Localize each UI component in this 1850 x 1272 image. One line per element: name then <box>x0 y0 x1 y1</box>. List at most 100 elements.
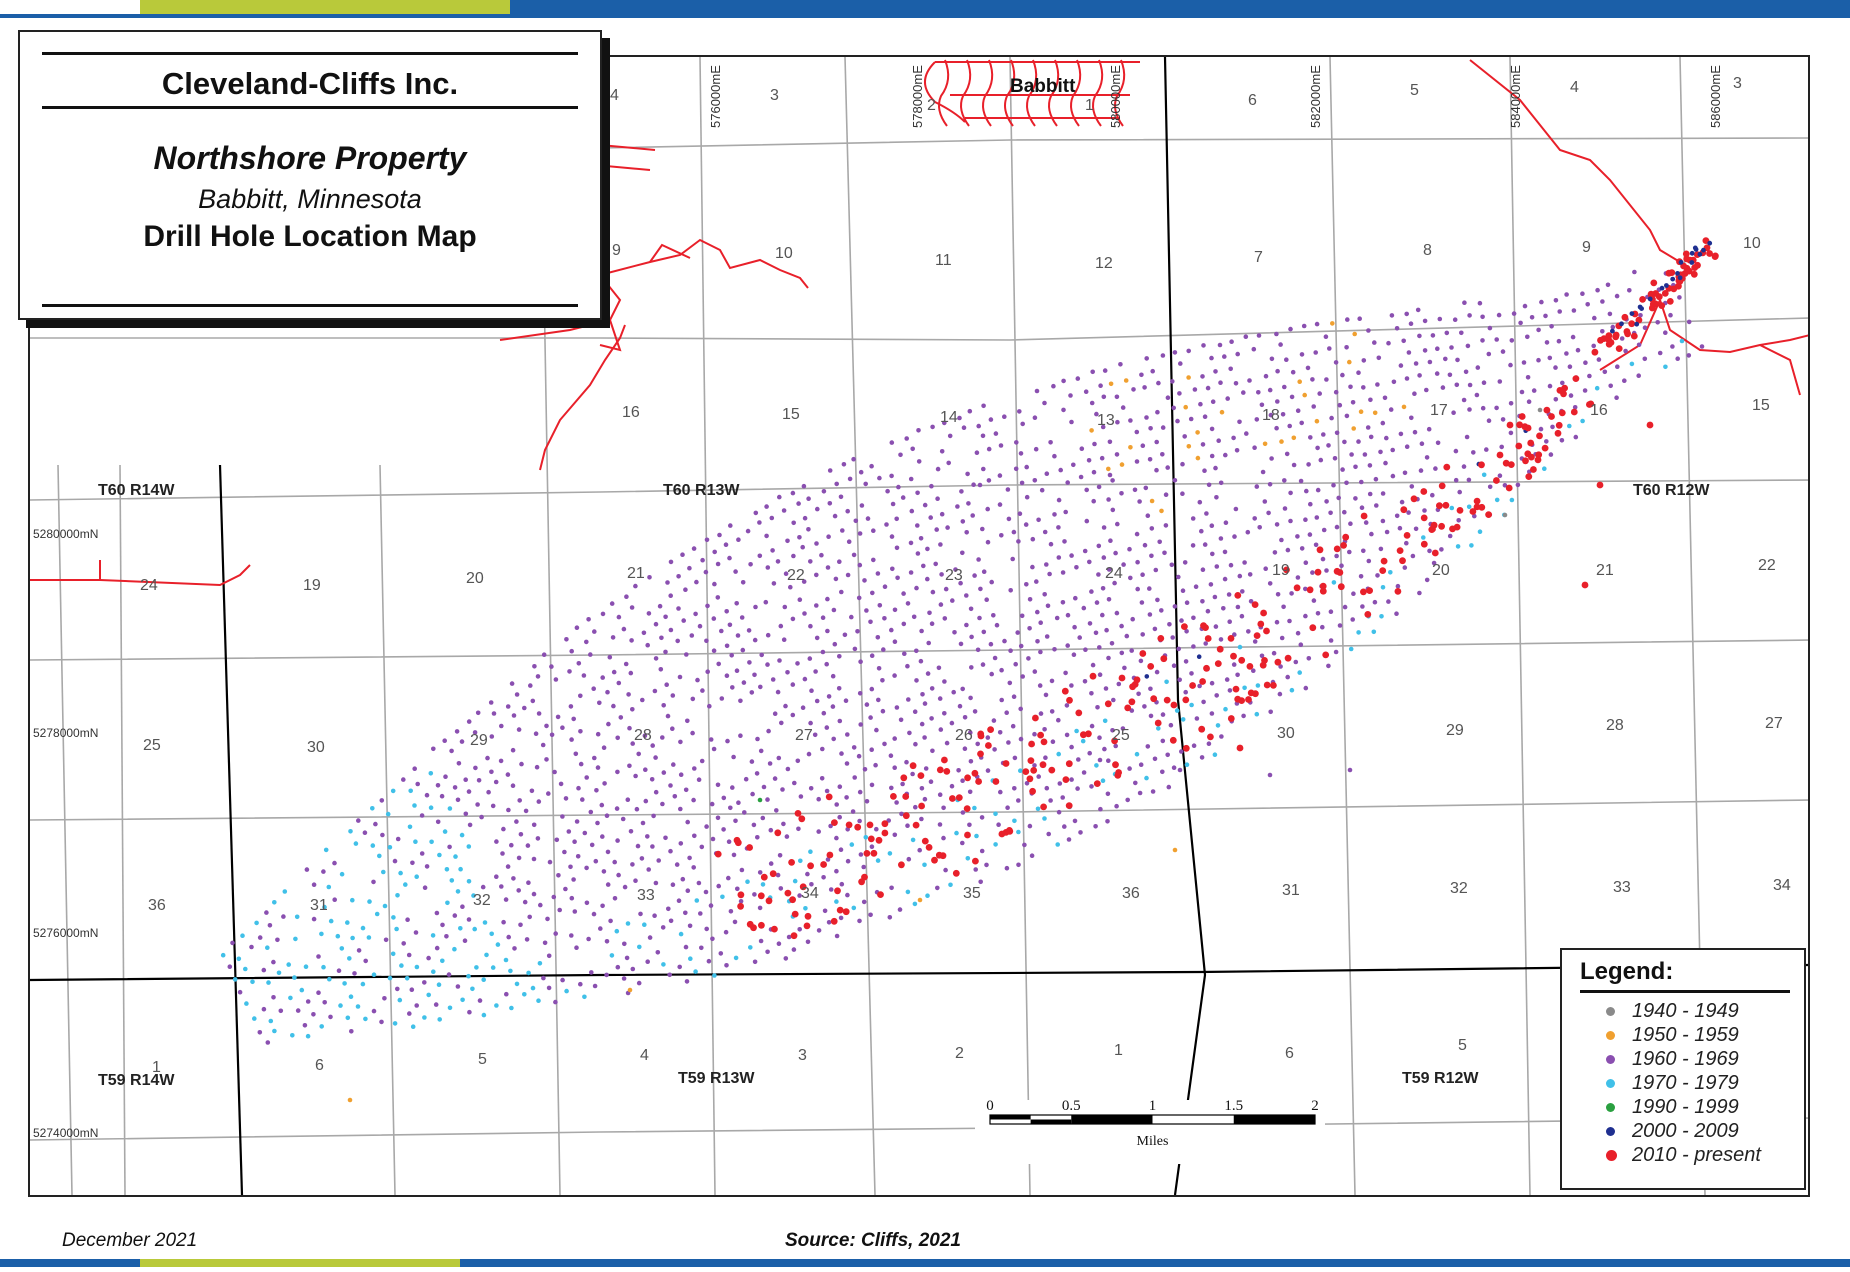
drill-hole[interactable] <box>819 776 825 781</box>
drill-hole[interactable] <box>1128 698 1136 706</box>
drill-hole[interactable] <box>472 730 478 735</box>
drill-hole[interactable] <box>1454 382 1460 388</box>
drill-hole[interactable] <box>646 611 652 616</box>
drill-hole[interactable] <box>595 820 600 826</box>
drill-hole[interactable] <box>1097 645 1102 650</box>
drill-hole[interactable] <box>1197 683 1202 689</box>
drill-hole[interactable] <box>725 738 730 744</box>
drill-hole[interactable] <box>885 488 890 494</box>
drill-hole[interactable] <box>391 915 396 920</box>
drill-hole[interactable] <box>769 515 775 521</box>
drill-hole[interactable] <box>858 659 863 664</box>
drill-hole[interactable] <box>1347 359 1352 365</box>
drill-hole[interactable] <box>1033 446 1039 452</box>
drill-hole[interactable] <box>896 484 901 490</box>
drill-hole[interactable] <box>1039 487 1045 493</box>
drill-hole[interactable] <box>1189 682 1196 689</box>
drill-hole[interactable] <box>857 789 863 795</box>
drill-hole[interactable] <box>629 605 635 610</box>
drill-hole[interactable] <box>1391 379 1397 385</box>
drill-hole[interactable] <box>661 703 666 708</box>
drill-hole[interactable] <box>1275 399 1280 404</box>
drill-hole[interactable] <box>765 565 771 570</box>
drill-hole[interactable] <box>705 603 710 609</box>
drill-hole[interactable] <box>981 629 987 635</box>
drill-hole[interactable] <box>1615 364 1620 370</box>
drill-hole[interactable] <box>821 489 827 494</box>
drill-hole[interactable] <box>830 917 838 925</box>
drill-hole[interactable] <box>1310 377 1315 382</box>
drill-hole[interactable] <box>612 859 617 865</box>
drill-hole[interactable] <box>1202 624 1209 631</box>
drill-hole[interactable] <box>1437 316 1443 322</box>
drill-hole[interactable] <box>530 985 536 991</box>
drill-hole[interactable] <box>1032 415 1038 421</box>
drill-hole[interactable] <box>1497 379 1503 384</box>
drill-hole[interactable] <box>1074 728 1079 734</box>
drill-hole[interactable] <box>851 456 856 462</box>
drill-hole[interactable] <box>1661 290 1669 297</box>
drill-hole[interactable] <box>1147 663 1155 670</box>
drill-hole[interactable] <box>1331 482 1336 488</box>
drill-hole[interactable] <box>609 601 615 606</box>
drill-hole[interactable] <box>1406 510 1411 515</box>
drill-hole[interactable] <box>1320 556 1326 562</box>
drill-hole[interactable] <box>641 630 647 636</box>
drill-hole[interactable] <box>1553 397 1559 402</box>
drill-hole[interactable] <box>552 769 557 775</box>
drill-hole[interactable] <box>904 436 909 441</box>
drill-hole[interactable] <box>857 691 863 696</box>
drill-hole[interactable] <box>1449 345 1454 350</box>
drill-hole[interactable] <box>1663 330 1668 336</box>
drill-hole[interactable] <box>1087 559 1092 565</box>
drill-hole[interactable] <box>382 903 388 909</box>
drill-hole[interactable] <box>1440 385 1446 390</box>
drill-hole[interactable] <box>1371 629 1377 635</box>
drill-hole[interactable] <box>1172 847 1178 853</box>
drill-hole[interactable] <box>413 930 419 935</box>
drill-hole[interactable] <box>845 821 853 829</box>
drill-hole[interactable] <box>412 803 417 808</box>
drill-hole[interactable] <box>1521 423 1529 431</box>
drill-hole[interactable] <box>529 788 535 794</box>
drill-hole[interactable] <box>1509 497 1515 503</box>
drill-hole[interactable] <box>668 559 674 565</box>
drill-hole[interactable] <box>625 797 631 802</box>
drill-hole[interactable] <box>1227 715 1235 722</box>
drill-hole[interactable] <box>1272 550 1278 555</box>
drill-hole[interactable] <box>1199 528 1204 534</box>
drill-hole[interactable] <box>1485 511 1492 518</box>
drill-hole[interactable] <box>1395 583 1401 589</box>
drill-hole[interactable] <box>979 815 985 820</box>
drill-hole[interactable] <box>1304 488 1309 494</box>
drill-hole[interactable] <box>1614 293 1620 299</box>
drill-hole[interactable] <box>781 821 786 827</box>
drill-hole[interactable] <box>853 518 859 524</box>
drill-hole[interactable] <box>1267 772 1273 778</box>
drill-hole[interactable] <box>890 793 897 800</box>
drill-hole[interactable] <box>733 955 739 961</box>
drill-hole[interactable] <box>1043 755 1048 760</box>
drill-hole[interactable] <box>1228 366 1233 372</box>
drill-hole[interactable] <box>1155 409 1160 415</box>
drill-hole[interactable] <box>311 882 317 887</box>
drill-hole[interactable] <box>1415 307 1421 313</box>
drill-hole[interactable] <box>717 532 722 538</box>
drill-hole[interactable] <box>1089 672 1097 680</box>
drill-hole[interactable] <box>981 403 986 409</box>
drill-hole[interactable] <box>572 909 578 914</box>
drill-hole[interactable] <box>1639 306 1644 311</box>
drill-hole[interactable] <box>240 933 245 938</box>
drill-hole[interactable] <box>643 798 649 804</box>
drill-hole[interactable] <box>908 570 914 575</box>
drill-hole[interactable] <box>746 628 752 633</box>
drill-hole[interactable] <box>573 751 579 757</box>
drill-hole[interactable] <box>1186 375 1191 380</box>
drill-hole[interactable] <box>1094 763 1099 768</box>
drill-hole[interactable] <box>861 899 867 905</box>
drill-hole[interactable] <box>1297 670 1302 675</box>
drill-hole[interactable] <box>1384 529 1390 535</box>
drill-hole[interactable] <box>249 944 254 950</box>
drill-hole[interactable] <box>1308 435 1313 440</box>
drill-hole[interactable] <box>728 909 734 914</box>
